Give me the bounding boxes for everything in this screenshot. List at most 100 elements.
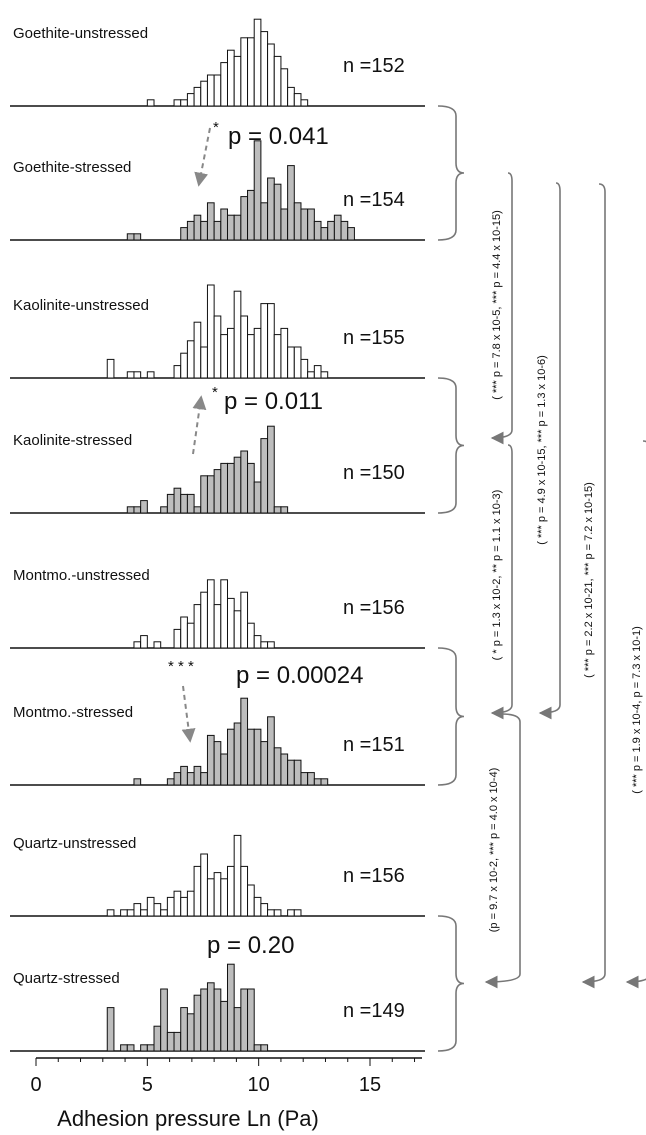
- histogram-bar: [267, 177, 275, 241]
- comparison-label: ( * p = 1.3 x 10-2, ** p = 1.1 x 10-3): [491, 490, 503, 661]
- sample-count: n =151: [343, 734, 405, 756]
- histogram-bar: [126, 233, 135, 241]
- histogram-bar: [240, 591, 249, 649]
- histogram-bar: [106, 1007, 115, 1052]
- histogram-bar: [200, 988, 208, 1052]
- histogram-bar: [260, 202, 269, 241]
- histogram-bar: [240, 865, 249, 917]
- histogram-bar: [220, 1000, 228, 1052]
- histogram-bar: [253, 1044, 262, 1052]
- sample-count: n =155: [343, 327, 405, 349]
- panel-8: Quartz-stressed n =149: [10, 963, 425, 1052]
- histogram-bar: [166, 896, 175, 917]
- histogram-bar: [193, 321, 202, 379]
- panel-1: Goethite-unstressed n =152: [10, 18, 425, 107]
- histogram-bar: [173, 99, 182, 107]
- histogram-bar: [280, 208, 289, 241]
- histogram-bar: [260, 438, 269, 514]
- histogram-bar: [180, 616, 188, 649]
- histogram-bar: [247, 37, 255, 107]
- panel-4: Kaolinite-stressed n =150: [10, 425, 425, 514]
- histogram-bar: [226, 462, 235, 514]
- pair-bracket: [437, 105, 465, 241]
- histogram-bar: [200, 475, 208, 514]
- histogram-bar: [220, 753, 228, 786]
- histogram-bar: [173, 772, 182, 786]
- histogram-bar: [226, 214, 235, 241]
- histogram-bar: [226, 865, 235, 917]
- comparison-arrow: [194, 127, 211, 187]
- histogram-bar: [206, 202, 215, 241]
- histogram-bar: [173, 890, 182, 917]
- histogram-bar: [253, 18, 262, 107]
- histogram-bar: [106, 909, 115, 917]
- histogram-bar: [273, 334, 282, 379]
- histogram-bar: [293, 93, 302, 107]
- histogram-bar: [233, 834, 242, 917]
- histogram-bar: [213, 988, 222, 1052]
- histogram-bar: [126, 371, 135, 379]
- histogram-bar: [253, 327, 262, 379]
- histogram-bar: [327, 220, 335, 241]
- histogram-bar: [253, 140, 262, 241]
- histogram-bar: [260, 903, 269, 917]
- histogram-bar: [240, 196, 249, 241]
- panel-5: Montmo.-unstressed n =156: [10, 567, 425, 649]
- histogram-bar: [126, 909, 135, 917]
- histogram-bar: [233, 214, 242, 241]
- histogram-bar: [226, 327, 235, 379]
- histogram-bar: [247, 728, 255, 786]
- histogram-bar: [273, 55, 282, 107]
- sample-count: n =156: [343, 865, 405, 887]
- histogram-bar: [206, 982, 215, 1052]
- histogram-bar: [173, 365, 182, 379]
- histogram-bar: [213, 74, 222, 107]
- histogram-bar: [140, 635, 148, 649]
- pairwise-annotations: * p = 0.041 * p = 0.011 * * * p = 0.00024 p = …: [168, 119, 363, 959]
- histogram-bar: [260, 303, 269, 379]
- histogram-bar: [313, 778, 322, 786]
- histogram-bar: [146, 1044, 155, 1052]
- histogram-bar: [213, 872, 222, 917]
- histogram-bar: [206, 475, 215, 514]
- histogram-bar: [253, 481, 262, 514]
- comparison-bracket: [484, 713, 521, 989]
- histogram-bar: [260, 741, 269, 786]
- panel-label: Quartz-unstressed: [13, 835, 136, 852]
- histogram-bar: [260, 31, 269, 107]
- histogram-bar: [307, 772, 315, 786]
- histogram-bar: [280, 327, 289, 379]
- histogram-bar: [253, 896, 262, 917]
- histogram-bar: [307, 208, 315, 241]
- histogram-bar: [186, 493, 195, 514]
- histogram-bar: [320, 778, 329, 786]
- comparison-arrow: [181, 685, 196, 743]
- histogram-bar: [146, 99, 155, 107]
- p-value-label: p = 0.011: [224, 388, 323, 415]
- histogram-bar: [247, 988, 255, 1052]
- histogram-bar: [293, 909, 302, 917]
- histogram-bar: [233, 722, 242, 786]
- histogram-bar: [226, 728, 235, 786]
- histogram-bar: [260, 1044, 269, 1052]
- histogram-bar: [307, 371, 315, 379]
- histogram-bar: [233, 456, 242, 514]
- histogram-bar: [173, 487, 182, 514]
- histogram-bar: [267, 425, 275, 514]
- histogram-bar: [133, 641, 142, 649]
- histogram-bar: [287, 759, 295, 786]
- histogram-bar: [233, 55, 242, 107]
- panel-label: Goethite-unstressed: [13, 25, 148, 42]
- histogram-bar: [166, 778, 175, 786]
- comparison-label: ( *** p = 2.2 x 10-21, *** p = 7.2 x 10-…: [583, 482, 595, 678]
- histogram-bar: [173, 628, 182, 649]
- histogram-bar: [153, 641, 162, 649]
- x-tick-label: 5: [142, 1074, 153, 1096]
- histogram-bar: [193, 86, 202, 107]
- sample-count: n =154: [343, 189, 405, 211]
- histogram-bar: [186, 340, 195, 379]
- histogram-bar: [200, 80, 208, 107]
- significance-stars: *: [212, 384, 218, 401]
- histogram-bar: [213, 741, 222, 786]
